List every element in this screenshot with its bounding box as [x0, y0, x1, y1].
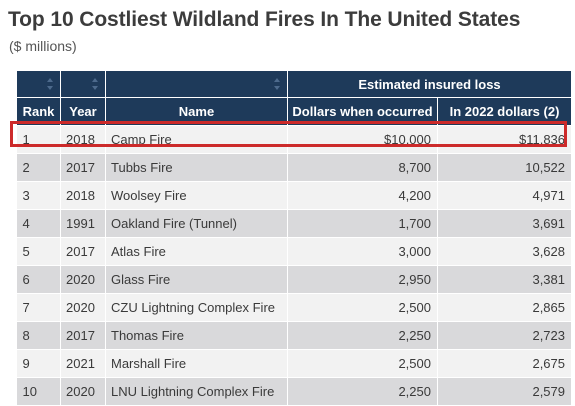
- rank-cell: 4: [16, 209, 61, 238]
- header-rank[interactable]: Rank: [16, 97, 61, 126]
- sort-row: Estimated insured loss: [16, 70, 573, 98]
- name-cell: Glass Fire: [105, 265, 288, 294]
- name-cell: Tubbs Fire: [105, 153, 288, 182]
- table-row: 2 2017 Tubbs Fire 8,700 10,522: [16, 153, 573, 182]
- name-cell: LNU Lightning Complex Fire: [105, 377, 288, 406]
- dollars-cell: 3,000: [287, 237, 438, 266]
- sort-name-button[interactable]: [105, 70, 288, 98]
- year-cell: 2018: [60, 125, 106, 154]
- adjusted-cell: 2,675: [437, 349, 573, 378]
- name-cell: Oakland Fire (Tunnel): [105, 209, 288, 238]
- year-cell: 2020: [60, 265, 106, 294]
- name-cell: CZU Lightning Complex Fire: [105, 293, 288, 322]
- header-row: Rank Year Name Dollars when occurred In …: [16, 97, 573, 126]
- dollars-cell: 1,700: [287, 209, 438, 238]
- table-row: 9 2021 Marshall Fire 2,500 2,675: [16, 349, 573, 378]
- dollars-cell: 2,250: [287, 321, 438, 350]
- rank-cell: 5: [16, 237, 61, 266]
- rank-cell: 2: [16, 153, 61, 182]
- table-row: 3 2018 Woolsey Fire 4,200 4,971: [16, 181, 573, 210]
- dollars-cell: 2,950: [287, 265, 438, 294]
- rank-cell: 8: [16, 321, 61, 350]
- adjusted-cell: 3,691: [437, 209, 573, 238]
- sort-rank-button[interactable]: [16, 70, 61, 98]
- dollars-cell: 8,700: [287, 153, 438, 182]
- page-title: Top 10 Costliest Wildland Fires In The U…: [8, 8, 521, 31]
- header-in-2022-dollars[interactable]: In 2022 dollars (2): [436, 97, 573, 126]
- sort-arrows-icon: [274, 78, 281, 90]
- adjusted-cell: 10,522: [437, 153, 573, 182]
- year-cell: 2017: [60, 321, 106, 350]
- table-row: 5 2017 Atlas Fire 3,000 3,628: [16, 237, 573, 266]
- rank-cell: 9: [16, 349, 61, 378]
- sort-arrows-icon: [92, 78, 99, 90]
- adjusted-cell: 3,628: [437, 237, 573, 266]
- name-cell: Woolsey Fire: [105, 181, 288, 210]
- header-year[interactable]: Year: [60, 97, 106, 126]
- year-cell: 2018: [60, 181, 106, 210]
- header-dollars-when-occurred[interactable]: Dollars when occurred: [287, 97, 438, 126]
- name-cell: Thomas Fire: [105, 321, 288, 350]
- adjusted-cell: 3,381: [437, 265, 573, 294]
- dollars-cell: $10,000: [287, 125, 438, 154]
- dollars-cell: 2,500: [287, 349, 438, 378]
- fires-table: Estimated insured loss Rank Year Name Do…: [16, 70, 573, 406]
- table-row: 7 2020 CZU Lightning Complex Fire 2,500 2,86…: [16, 293, 573, 322]
- rank-cell: 10: [16, 377, 61, 406]
- dollars-cell: 2,250: [287, 377, 438, 406]
- sort-arrows-icon: [47, 78, 54, 90]
- year-cell: 2020: [60, 293, 106, 322]
- rank-cell: 6: [16, 265, 61, 294]
- sort-year-button[interactable]: [60, 70, 106, 98]
- year-cell: 2021: [60, 349, 106, 378]
- table-row: 6 2020 Glass Fire 2,950 3,381: [16, 265, 573, 294]
- rank-cell: 1: [16, 125, 61, 154]
- table-row: 4 1991 Oakland Fire (Tunnel) 1,700 3,691: [16, 209, 573, 238]
- name-cell: Atlas Fire: [105, 237, 288, 266]
- dollars-cell: 4,200: [287, 181, 438, 210]
- adjusted-cell: 2,723: [437, 321, 573, 350]
- table-row: 8 2017 Thomas Fire 2,250 2,723: [16, 321, 573, 350]
- group-header-insured-loss: Estimated insured loss: [286, 70, 573, 98]
- year-cell: 2020: [60, 377, 106, 406]
- adjusted-cell: 2,579: [437, 377, 573, 406]
- name-cell: Marshall Fire: [105, 349, 288, 378]
- year-cell: 1991: [60, 209, 106, 238]
- table-row: 10 2020 LNU Lightning Complex Fire 2,250 2,5…: [16, 377, 573, 406]
- dollars-cell: 2,500: [287, 293, 438, 322]
- year-cell: 2017: [60, 153, 106, 182]
- adjusted-cell: 2,865: [437, 293, 573, 322]
- adjusted-cell: $11,836: [437, 125, 573, 154]
- adjusted-cell: 4,971: [437, 181, 573, 210]
- rank-cell: 3: [16, 181, 61, 210]
- page-subtitle: ($ millions): [9, 38, 77, 54]
- rank-cell: 7: [16, 293, 61, 322]
- name-cell: Camp Fire: [105, 125, 288, 154]
- year-cell: 2017: [60, 237, 106, 266]
- table-row: 1 2018 Camp Fire $10,000 $11,836: [16, 125, 573, 154]
- header-name[interactable]: Name: [105, 97, 288, 126]
